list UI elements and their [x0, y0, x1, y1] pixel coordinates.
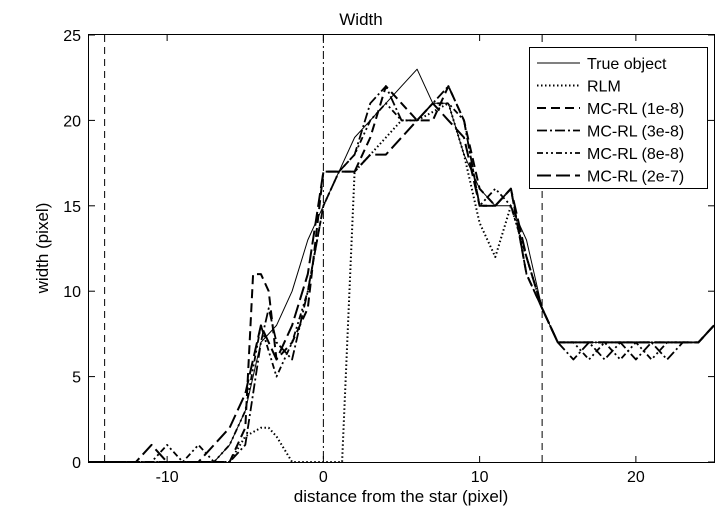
y-tick-label: 5	[72, 370, 81, 387]
y-tick-label: 15	[63, 199, 81, 216]
x-tick-label: -10	[156, 469, 179, 486]
chart-title: Width	[339, 10, 382, 29]
legend-label-3: MC-RL (3e-8)	[587, 124, 684, 141]
legend-label-1: RLM	[587, 79, 621, 96]
y-axis-label: width (pixel)	[33, 203, 52, 295]
legend: True object RLM MC-RL (1e-8) MC-RL (3e-8) MC…	[529, 47, 708, 189]
legend-box	[529, 47, 708, 189]
x-axis-label: distance from the star (pixel)	[294, 487, 508, 506]
series-group	[89, 68, 715, 463]
y-tick-label: 25	[63, 28, 81, 45]
x-axis-ticks: -10 0 10 20	[156, 35, 645, 486]
x-tick-label: 10	[471, 469, 489, 486]
x-tick-label: 0	[319, 469, 328, 486]
y-tick-label: 0	[72, 455, 81, 472]
y-tick-label: 10	[63, 284, 81, 301]
legend-items: True object RLM MC-RL (1e-8) MC-RL (3e-8) MC…	[537, 56, 684, 186]
legend-label-4: MC-RL (8e-8)	[587, 146, 684, 163]
series-line-5	[89, 102, 715, 463]
legend-label-2: MC-RL (1e-8)	[587, 101, 684, 118]
legend-label-5: MC-RL (2e-7)	[587, 169, 684, 186]
reference-lines	[104, 35, 543, 462]
y-axis-ticks: 0 5 10 15 20 25	[63, 28, 714, 472]
x-tick-label: 20	[627, 469, 645, 486]
plot-frame	[88, 34, 715, 463]
y-tick-label: 20	[63, 113, 81, 130]
legend-label-0: True object	[587, 56, 667, 73]
